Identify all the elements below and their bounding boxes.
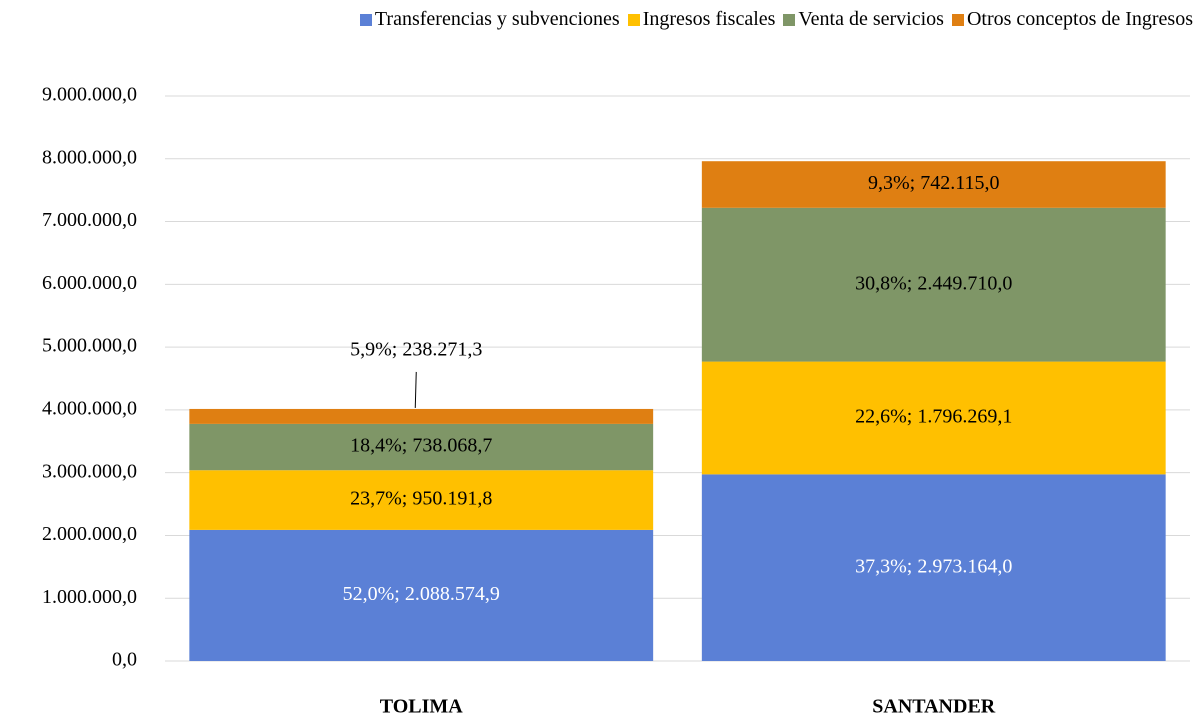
y-tick-label: 8.000.000,0 [42, 146, 137, 168]
bar-segment [189, 423, 654, 471]
y-tick-label: 1.000.000,0 [42, 586, 137, 608]
legend-label: Venta de servicios [798, 8, 944, 30]
leader-line [414, 371, 417, 408]
bar-segment [189, 470, 654, 530]
legend: Transferencias y subvenciones Ingresos fi… [0, 8, 1199, 31]
y-tick-label: 7.000.000,0 [42, 209, 137, 231]
bar-segment [189, 529, 654, 661]
bar-segment [701, 361, 1166, 475]
legend-swatch [359, 13, 372, 26]
y-tick-label: 9.000.000,0 [42, 84, 137, 106]
data-label: 23,7%; 950.191,8 [350, 488, 492, 510]
data-label: 9,3%; 742.115,0 [868, 172, 999, 194]
legend-swatch [783, 13, 796, 26]
legend-item: Ingresos fiscales [627, 8, 776, 31]
x-tick-label: TOLIMA [380, 696, 464, 718]
x-tick-label: SANTANDER [872, 696, 996, 718]
y-tick-label: 3.000.000,0 [42, 460, 137, 482]
legend-item: Transferencias y subvenciones [359, 8, 620, 31]
legend-item: Otros conceptos de Ingresos [951, 8, 1193, 31]
data-label: 5,9%; 238.271,3 [350, 339, 482, 361]
bar-segment [701, 207, 1166, 362]
data-label: 52,0%; 2.088.574,9 [343, 583, 500, 605]
legend-label: Otros conceptos de Ingresos [966, 8, 1193, 30]
legend-label: Ingresos fiscales [642, 8, 776, 30]
legend-label: Transferencias y subvenciones [374, 8, 620, 30]
bar-segment [701, 161, 1166, 208]
y-tick-label: 2.000.000,0 [42, 523, 137, 545]
data-label: 30,8%; 2.449.710,0 [855, 272, 1012, 294]
bar-segment [701, 474, 1166, 661]
legend-swatch [951, 13, 964, 26]
data-label: 18,4%; 738.068,7 [350, 435, 492, 457]
y-tick-label: 6.000.000,0 [42, 272, 137, 294]
y-tick-label: 5.000.000,0 [42, 335, 137, 357]
bar-segment [189, 408, 654, 424]
legend-item: Venta de servicios [783, 8, 944, 31]
legend-swatch [627, 13, 640, 26]
data-label: 22,6%; 1.796.269,1 [855, 406, 1012, 428]
y-tick-label: 0,0 [112, 649, 137, 671]
data-label: 37,3%; 2.973.164,0 [855, 555, 1012, 577]
y-tick-label: 4.000.000,0 [42, 397, 137, 419]
